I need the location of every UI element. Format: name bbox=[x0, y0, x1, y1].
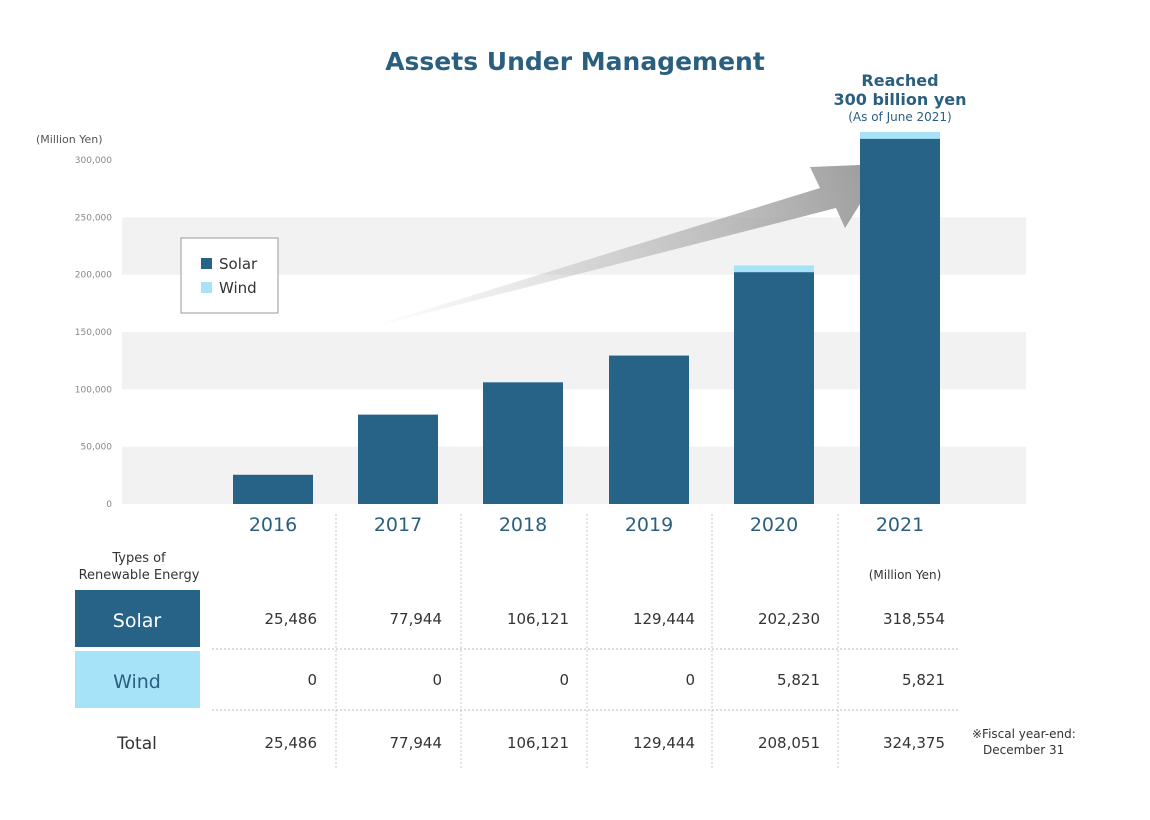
table-cell-total-2018: 106,121 bbox=[507, 734, 569, 752]
table-cell-solar-2017: 77,944 bbox=[390, 610, 443, 628]
footnote-line-1: ※Fiscal year-end: bbox=[972, 727, 1076, 741]
y-tick-label: 300,000 bbox=[75, 156, 112, 166]
y-tick-label: 50,000 bbox=[81, 443, 113, 453]
y-axis-unit-label: (Million Yen) bbox=[36, 133, 103, 146]
table-header-line-1: Types of bbox=[111, 551, 166, 566]
y-tick-label: 250,000 bbox=[75, 213, 112, 223]
bar-solar-2019 bbox=[609, 355, 689, 504]
x-label-2018: 2018 bbox=[499, 514, 547, 536]
legend-box bbox=[180, 237, 279, 314]
table-cell-solar-2018: 106,121 bbox=[507, 610, 569, 628]
row-head-total: Total bbox=[116, 734, 157, 754]
bar-solar-2018 bbox=[483, 382, 563, 504]
bar-solar-2017 bbox=[358, 414, 438, 504]
row-head-wind: Wind bbox=[113, 671, 161, 693]
bar-wind-2020 bbox=[734, 265, 814, 273]
legend: Solar Wind bbox=[180, 237, 279, 314]
table-cell-solar-2016: 25,486 bbox=[265, 610, 318, 628]
row-head-solar-bg bbox=[75, 590, 200, 647]
y-tick-label: 100,000 bbox=[75, 385, 112, 395]
x-label-2016: 2016 bbox=[249, 514, 297, 536]
row-head-wind-bg bbox=[75, 651, 200, 708]
table-column-separators bbox=[335, 514, 839, 770]
bars bbox=[233, 132, 940, 505]
footnote-line-2: December 31 bbox=[983, 743, 1064, 757]
table-cell-total-2020: 208,051 bbox=[758, 734, 820, 752]
bar-wind-2021 bbox=[860, 132, 940, 139]
annotation-line-3: (As of June 2021) bbox=[848, 110, 952, 124]
legend-swatch-solar bbox=[201, 258, 212, 269]
annotation-line-2: 300 billion yen bbox=[834, 90, 967, 109]
table-cell-solar-2021: 318,554 bbox=[883, 610, 945, 628]
annotation-line-1: Reached bbox=[861, 71, 938, 90]
table-cell-wind-2021: 5,821 bbox=[902, 671, 945, 689]
x-axis-labels: 2016 2017 2018 2019 2020 2021 bbox=[249, 514, 924, 536]
table-cell-wind-2017: 0 bbox=[432, 671, 442, 689]
y-axis-ticks: 0 50,000 100,000 150,000 200,000 250,000 300,0… bbox=[75, 156, 112, 510]
growth-arrow-icon bbox=[360, 164, 885, 330]
table-cell-total-2021: 324,375 bbox=[883, 734, 945, 752]
annotation: Reached 300 billion yen (As of June 2021… bbox=[834, 71, 967, 124]
chart-title: Assets Under Management bbox=[385, 47, 765, 76]
table-cell-solar-2019: 129,444 bbox=[633, 610, 695, 628]
bar-solar-2021 bbox=[860, 138, 940, 505]
y-tick-label: 200,000 bbox=[75, 271, 112, 281]
bar-solar-2016 bbox=[233, 474, 313, 504]
x-label-2019: 2019 bbox=[625, 514, 673, 536]
legend-label-solar: Solar bbox=[219, 255, 258, 273]
table-cell-wind-2019: 0 bbox=[685, 671, 695, 689]
legend-label-wind: Wind bbox=[219, 279, 257, 297]
table-cell-total-2019: 129,444 bbox=[633, 734, 695, 752]
table-cell-wind-2016: 0 bbox=[307, 671, 317, 689]
table-unit-label: (Million Yen) bbox=[869, 568, 942, 582]
legend-swatch-wind bbox=[201, 282, 212, 293]
x-label-2021: 2021 bbox=[876, 514, 924, 536]
x-label-2020: 2020 bbox=[750, 514, 798, 536]
table-cell-total-2017: 77,944 bbox=[390, 734, 443, 752]
y-tick-label: 0 bbox=[106, 500, 112, 510]
row-head-solar: Solar bbox=[113, 610, 162, 632]
table-cell-wind-2020: 5,821 bbox=[777, 671, 820, 689]
y-tick-label: 150,000 bbox=[75, 328, 112, 338]
bar-solar-2020 bbox=[734, 272, 814, 504]
table-cells: 25,486 77,944 106,121 129,444 202,230 318,554… bbox=[265, 610, 946, 752]
table-cell-wind-2018: 0 bbox=[559, 671, 569, 689]
table-header-line-2: Renewable Energy bbox=[79, 568, 200, 583]
x-label-2017: 2017 bbox=[374, 514, 422, 536]
table-cell-total-2016: 25,486 bbox=[265, 734, 318, 752]
table-cell-solar-2020: 202,230 bbox=[758, 610, 820, 628]
